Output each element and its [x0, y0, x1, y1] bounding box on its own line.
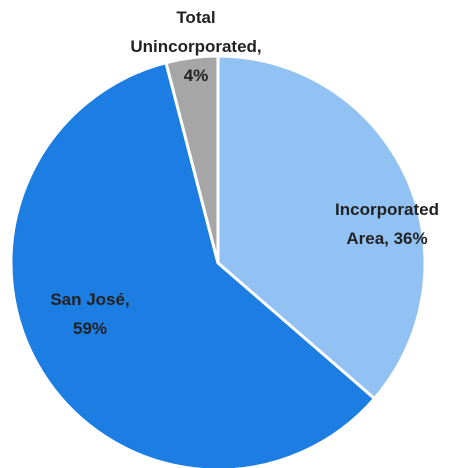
data-label-box: Incorporated Area, 36%	[335, 200, 439, 248]
data-label: Incorporated Area, 36%	[335, 200, 439, 248]
data-label: San José, 59%	[50, 290, 130, 338]
pie-slice	[216, 54, 427, 401]
data-label: Total Unincorporated, 4%	[130, 8, 262, 85]
pie-slice	[164, 54, 220, 265]
pie-slice	[9, 61, 376, 468]
data-label-box: San José, 59%	[50, 290, 130, 338]
data-label-box: Total Unincorporated, 4%	[130, 8, 262, 85]
